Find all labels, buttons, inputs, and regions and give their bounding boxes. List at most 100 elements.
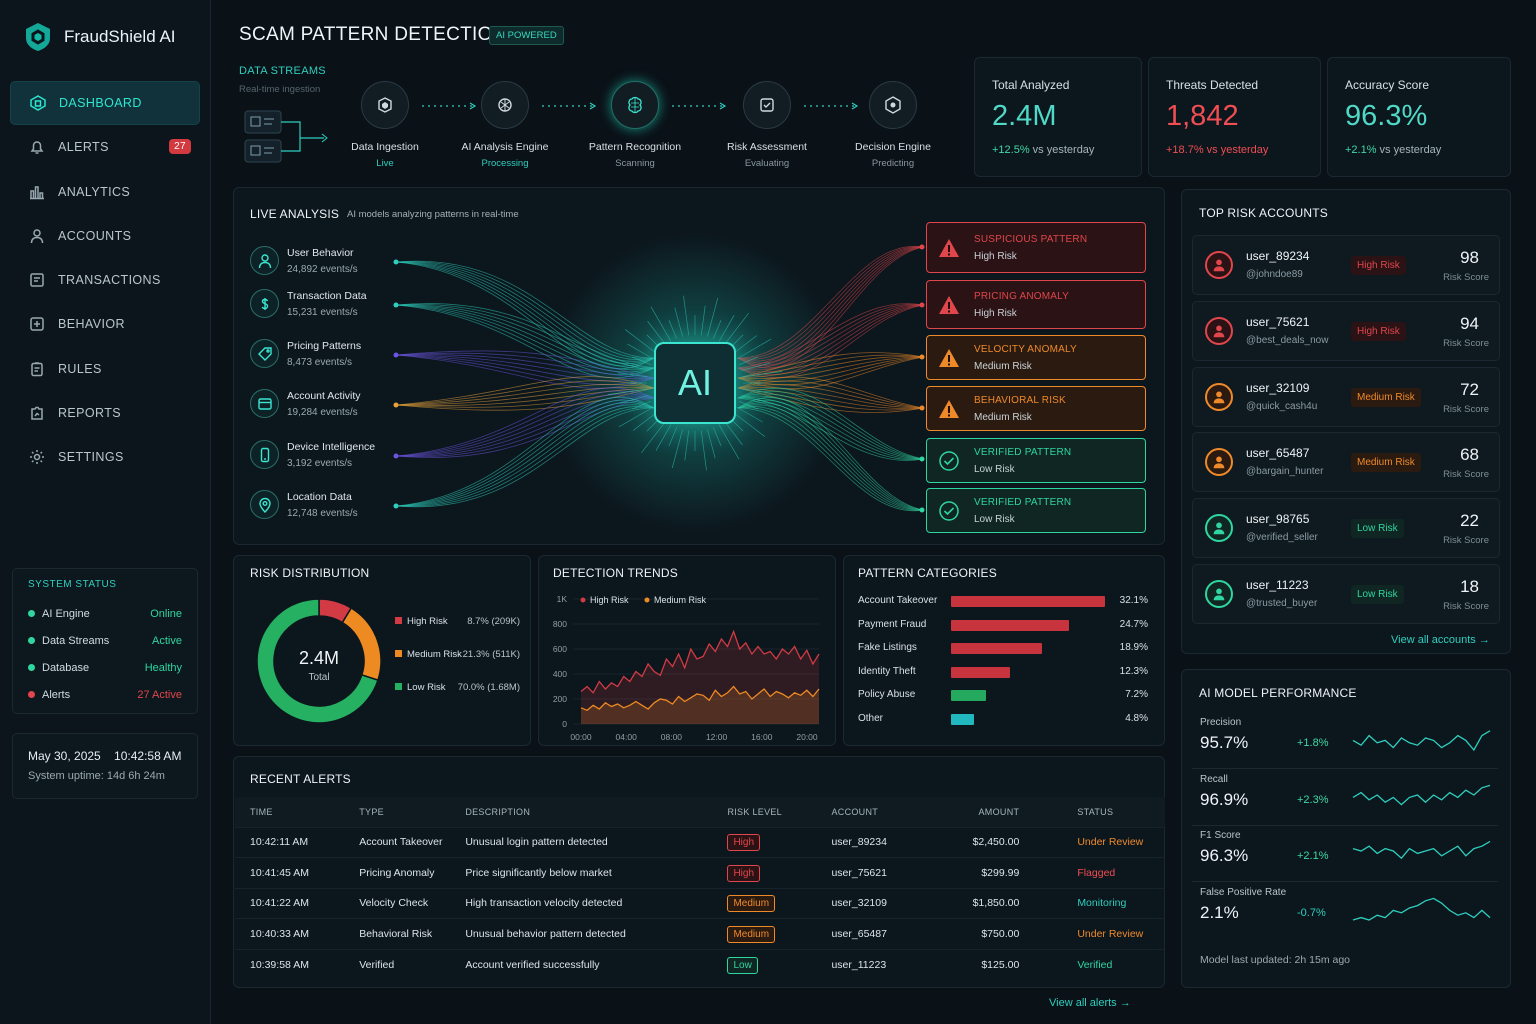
risk-account-row[interactable]: user_98765 @verified_seller Low Risk 22 Risk… xyxy=(1192,498,1500,559)
risk-level-badge: Low xyxy=(727,956,758,974)
data-source-item[interactable]: Transaction Data 15,231 events/s xyxy=(250,289,367,318)
account-handle: @quick_cash4u xyxy=(1246,400,1318,412)
metric-label: F1 Score xyxy=(1200,830,1241,841)
category-bar xyxy=(951,643,1042,654)
detection-result-card[interactable]: PRICING ANOMALY High Risk xyxy=(926,280,1146,329)
model-metric-row: F1 Score 96.3% +2.1% xyxy=(1192,828,1498,883)
risk-distribution-panel: RISK DISTRIBUTION 2.4M Total High Risk 8.… xyxy=(233,555,531,746)
pattern-category-row[interactable]: Identity Theft 12.3% xyxy=(858,664,1148,680)
ai-chip-label: AI xyxy=(677,362,712,403)
status-label: Data Streams xyxy=(42,634,110,647)
detection-result-card[interactable]: VELOCITY ANOMALY Medium Risk xyxy=(926,335,1146,380)
pipeline-stage[interactable]: Decision Engine Predicting xyxy=(833,81,953,169)
data-source-item[interactable]: Account Activity 19,284 events/s xyxy=(250,389,361,418)
metric-delta: +1.8% xyxy=(1297,737,1329,749)
kpi-value: 1,842 xyxy=(1166,100,1239,132)
alert-account[interactable]: user_32109 xyxy=(816,887,947,919)
pipeline-stage-icon-wrap xyxy=(611,81,659,129)
detection-result-title: BEHAVIORAL RISK xyxy=(974,394,1066,406)
model-metric-row: Precision 95.7% +1.8% xyxy=(1192,715,1498,770)
nav-item-rules[interactable]: RULES xyxy=(10,347,200,391)
pipeline-stage[interactable]: Risk Assessment Evaluating xyxy=(707,81,827,169)
nav-item-accounts[interactable]: ACCOUNTS xyxy=(10,214,200,258)
pattern-category-row[interactable]: Policy Abuse 7.2% xyxy=(858,687,1148,703)
nav-item-alerts[interactable]: ALERTS 27 xyxy=(10,125,200,169)
detection-result-card[interactable]: VERIFIED PATTERN Low Risk xyxy=(926,438,1146,483)
risk-account-row[interactable]: user_32109 @quick_cash4u Medium Risk 72 Risk… xyxy=(1192,366,1500,427)
pipeline-stage[interactable]: Data Ingestion Live xyxy=(325,81,445,169)
pattern-category-row[interactable]: Payment Fraud 24.7% xyxy=(858,617,1148,633)
detection-result-card[interactable]: BEHAVIORAL RISK Medium Risk xyxy=(926,386,1146,431)
current-datetime: May 30, 2025 10:42:58 AM xyxy=(28,749,182,763)
metric-label: Recall xyxy=(1200,773,1228,785)
detection-result-card[interactable]: VERIFIED PATTERN Low Risk xyxy=(926,488,1146,533)
system-status-title: SYSTEM STATUS xyxy=(28,579,117,590)
data-source-item[interactable]: User Behavior 24,892 events/s xyxy=(250,246,358,275)
view-all-accounts-link[interactable]: View all accounts → xyxy=(1391,634,1490,646)
nav-item-settings[interactable]: SETTINGS xyxy=(10,435,200,479)
legend-swatch xyxy=(395,617,402,624)
alert-type: Account Takeover xyxy=(344,826,451,858)
data-source-item[interactable]: Pricing Patterns 8,473 events/s xyxy=(250,339,361,368)
risk-account-row[interactable]: user_75621 @best_deals_now High Risk 94 Risk… xyxy=(1192,300,1500,361)
donut-slice-low-risk[interactable] xyxy=(256,598,379,724)
pipeline-stage[interactable]: AI Analysis Engine Processing xyxy=(445,81,565,169)
risk-level-badge: Medium xyxy=(727,895,776,913)
x-tick-label: 12:00 xyxy=(706,732,728,742)
nav-item-analytics[interactable]: ANALYTICS xyxy=(10,170,200,214)
alert-row[interactable]: 10:41:22 AM Velocity Check High transactio… xyxy=(235,887,1165,919)
pipeline-stage-status: Live xyxy=(376,158,394,169)
user-icon xyxy=(1213,522,1225,535)
alert-time: 10:42:11 AM xyxy=(235,826,345,858)
detection-result-card[interactable]: SUSPICIOUS PATTERN High Risk xyxy=(926,222,1146,273)
data-source-rate: 15,231 events/s xyxy=(287,306,358,318)
risk-score-label: Risk Score xyxy=(1443,469,1489,481)
status-value: Healthy xyxy=(144,661,182,674)
risk-score: 68 xyxy=(1460,445,1479,465)
alert-account[interactable]: user_65487 xyxy=(816,918,947,949)
avatar xyxy=(1205,251,1233,279)
risk-account-row[interactable]: user_11223 @trusted_buyer Low Risk 18 Risk S… xyxy=(1192,564,1500,624)
legend-label: High Risk xyxy=(407,616,448,627)
x-tick-label: 04:00 xyxy=(616,732,638,742)
nav-item-dashboard[interactable]: DASHBOARD xyxy=(10,81,200,125)
nav-item-transactions[interactable]: TRANSACTIONS xyxy=(10,258,200,302)
data-source-icon-wrap xyxy=(250,389,279,418)
account-username: user_75621 xyxy=(1246,314,1310,329)
alert-account[interactable]: user_89234 xyxy=(816,826,947,858)
nav-item-behavior[interactable]: BEHAVIOR xyxy=(10,302,200,346)
pattern-category-row[interactable]: Account Takeover 32.1% xyxy=(858,593,1148,609)
system-status-row: Database Healthy xyxy=(28,654,182,681)
clipboard-icon xyxy=(31,362,43,377)
metric-delta: +2.3% xyxy=(1297,793,1329,806)
nav-item-label: ANALYTICS xyxy=(58,184,131,199)
data-source-item[interactable]: Location Data 12,748 events/s xyxy=(250,490,358,519)
data-source-name: Pricing Patterns xyxy=(287,339,362,352)
view-all-alerts-link[interactable]: View all alerts → xyxy=(1049,997,1131,1009)
alert-row[interactable]: 10:40:33 AM Behavioral Risk Unusual behavi… xyxy=(235,918,1165,949)
trend-legend-label: Medium Risk xyxy=(654,595,707,605)
risk-distribution-title: RISK DISTRIBUTION xyxy=(250,566,370,580)
kpi-change-suffix: vs yesterday xyxy=(1376,144,1442,156)
risk-account-row[interactable]: user_65487 @bargain_hunter Medium Risk 68 Ri… xyxy=(1192,432,1500,493)
data-source-item[interactable]: Device Intelligence 3,192 events/s xyxy=(250,440,375,469)
pattern-category-row[interactable]: Fake Listings 18.9% xyxy=(858,640,1148,656)
category-name: Identity Theft xyxy=(858,665,916,677)
nav-item-label: SETTINGS xyxy=(58,450,124,465)
pattern-category-row[interactable]: Other 4.8% xyxy=(858,711,1148,727)
app-logo[interactable]: FraudShield AI xyxy=(24,22,176,52)
data-source-rate: 3,192 events/s xyxy=(287,457,353,469)
alert-account[interactable]: user_75621 xyxy=(816,857,947,888)
nav-item-reports[interactable]: REPORTS xyxy=(10,391,200,435)
risk-account-row[interactable]: user_89234 @johndoe89 High Risk 98 Risk Scor… xyxy=(1192,235,1500,295)
user-icon xyxy=(30,229,44,243)
alert-account[interactable]: user_11223 xyxy=(816,948,947,980)
pipeline-stage[interactable]: Pattern Recognition Scanning xyxy=(575,81,695,169)
live-analysis-title: LIVE ANALYSIS xyxy=(250,207,340,221)
alert-row[interactable]: 10:41:45 AM Pricing Anomaly Price signific… xyxy=(235,857,1165,888)
alert-row[interactable]: 10:42:11 AM Account Takeover Unusual login… xyxy=(235,826,1165,858)
risk-score: 98 xyxy=(1460,248,1479,267)
trend-legend-label: High Risk xyxy=(590,595,629,605)
alert-row[interactable]: 10:39:58 AM Verified Account verified succ… xyxy=(235,948,1165,980)
status-value: Active xyxy=(152,634,182,647)
